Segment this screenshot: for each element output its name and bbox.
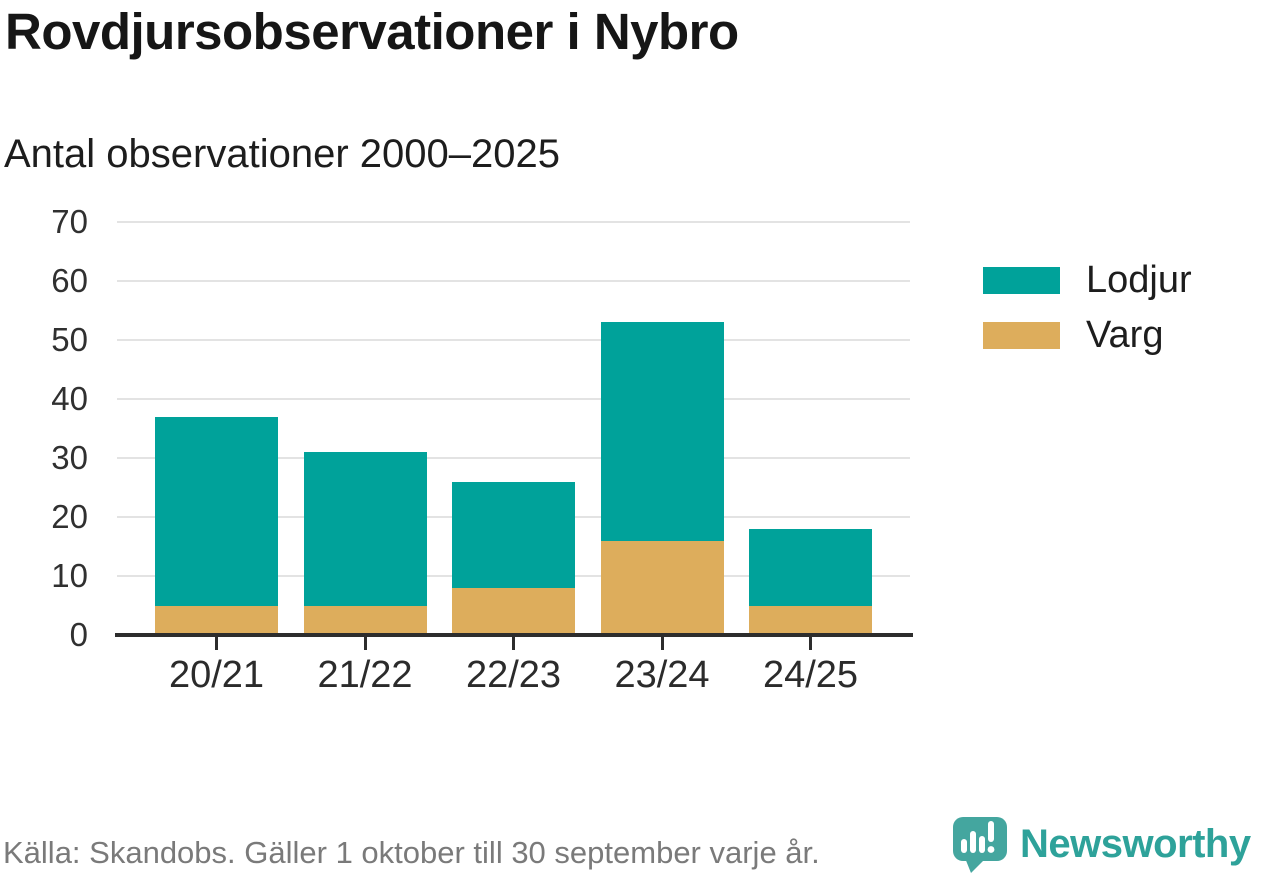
x-axis-label-24-25: 24/25: [762, 654, 859, 696]
y-axis-label-40: 40: [51, 380, 88, 417]
x-axis-tick-20-21: [215, 637, 218, 650]
legend: Lodjur Varg: [983, 261, 1192, 375]
legend-item-lodjur: Lodjur: [983, 261, 1192, 299]
bar-segment-lodjur-22-23: [452, 481, 575, 588]
gridline-60: [117, 280, 910, 282]
source-note: Källa: Skandobs. Gäller 1 oktober till 3…: [3, 835, 820, 870]
y-axis-label-70: 70: [51, 203, 88, 240]
x-axis-label-22-23: 22/23: [465, 654, 562, 696]
gridline-40: [117, 398, 910, 400]
x-axis-label-23-24: 23/24: [614, 654, 710, 696]
x-axis: 20/21 21/22 22/23 23/24 24/25: [117, 637, 910, 707]
newsworthy-wordmark: Newsworthy: [1020, 822, 1251, 866]
legend-swatch-lodjur: [983, 266, 1060, 294]
y-axis-label-20: 20: [51, 498, 88, 535]
y-axis-label-60: 60: [51, 262, 88, 299]
legend-label-lodjur: Lodjur: [1086, 259, 1192, 301]
y-axis-label-30: 30: [51, 439, 88, 476]
bar-segment-lodjur-21-22: [303, 452, 427, 606]
bar-segment-varg-21-22: [303, 605, 427, 635]
chart-subtitle: Antal observationer 2000–2025: [4, 132, 560, 176]
gridline-70: [117, 221, 910, 223]
bar-segment-varg-23-24: [600, 540, 724, 635]
gridline-50: [117, 339, 910, 341]
legend-swatch-varg: [983, 321, 1060, 349]
x-axis-tick-24-25: [809, 637, 812, 650]
x-axis-tick-22-23: [512, 637, 515, 650]
x-axis-label-21-22: 21/22: [317, 654, 413, 696]
chart-title: Rovdjursobservationer i Nybro: [5, 3, 739, 60]
y-axis-label-50: 50: [51, 321, 88, 358]
y-axis-label-0: 0: [69, 616, 88, 653]
bar-segment-lodjur-24-25: [749, 528, 872, 606]
x-axis-label-20-21: 20/21: [168, 654, 265, 696]
plot-area: [117, 221, 910, 635]
bar-segment-lodjur-23-24: [600, 322, 724, 541]
bar-segment-varg-20-21: [155, 605, 278, 635]
bar-segment-varg-24-25: [749, 605, 872, 635]
x-axis-tick-23-24: [660, 637, 664, 650]
gridline-30: [117, 457, 910, 459]
x-axis-line: [115, 633, 913, 637]
y-axis-label-10: 10: [51, 557, 88, 594]
bar-segment-lodjur-20-21: [155, 416, 278, 606]
legend-label-varg: Varg: [1086, 314, 1164, 356]
y-axis: 0 10 20 30 40 50 60 70: [0, 203, 88, 653]
newsworthy-logo-icon: [953, 817, 1007, 873]
x-axis-tick-21-22: [363, 637, 367, 650]
legend-item-varg: Varg: [983, 316, 1192, 354]
bar-segment-varg-22-23: [452, 587, 575, 635]
